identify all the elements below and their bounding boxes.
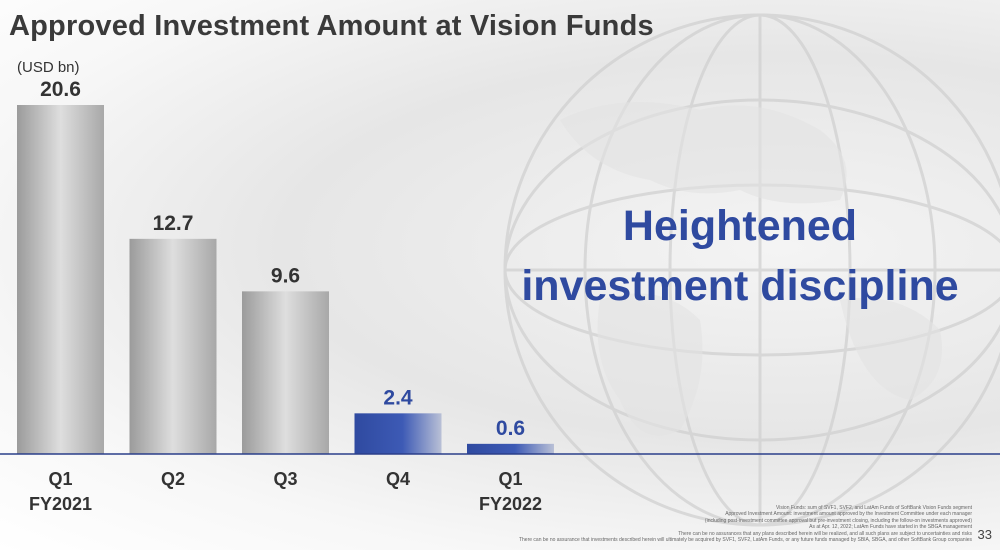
page-title: Approved Investment Amount at Vision Fun… (9, 10, 654, 42)
category-label-2-line-1: Q2 (161, 469, 185, 489)
data-label-4: 2.4 (383, 386, 413, 409)
footnote-line: Approved Investment Amount: investment a… (725, 511, 972, 518)
data-label-1: 20.6 (40, 78, 81, 101)
footnote-line: There can be no assurance that investmen… (518, 537, 972, 544)
category-label-1-line-2: FY2021 (29, 494, 92, 514)
category-label-3-line-1: Q3 (273, 469, 297, 489)
bar-4 (354, 413, 442, 454)
category-label-5-line-1: Q1 (498, 469, 522, 489)
category-label-4-line-1: Q4 (386, 469, 410, 489)
page-number: 33 (977, 527, 992, 542)
headline-message: Heightened investment discipline (500, 196, 980, 316)
bar-3 (242, 291, 329, 454)
footnote-line: As at Apr. 12, 2022; LatAm Funds have st… (809, 524, 972, 531)
data-label-3: 9.6 (271, 264, 300, 287)
data-label-5: 0.6 (496, 417, 525, 440)
category-label-1-line-1: Q1 (48, 469, 72, 489)
bar-2 (129, 238, 217, 454)
footnote-line: (including post-investment committee app… (704, 517, 972, 524)
headline-line-2: investment discipline (521, 262, 959, 310)
data-label-2: 12.7 (153, 212, 194, 235)
footnote-line: Vision Funds: sum of SVF1, SVF2, and Lat… (775, 505, 972, 511)
headline-line-1: Heightened (622, 202, 858, 250)
category-label-5-line-2: FY2022 (479, 494, 542, 514)
bar-5 (467, 443, 554, 454)
footnote-line: There can be no assurances that any plan… (678, 530, 972, 537)
y-axis-unit-label: (USD bn) (17, 59, 80, 76)
bar-1 (17, 105, 104, 454)
footnotes: Vision Funds: sum of SVF1, SVF2, and Lat… (272, 505, 972, 543)
